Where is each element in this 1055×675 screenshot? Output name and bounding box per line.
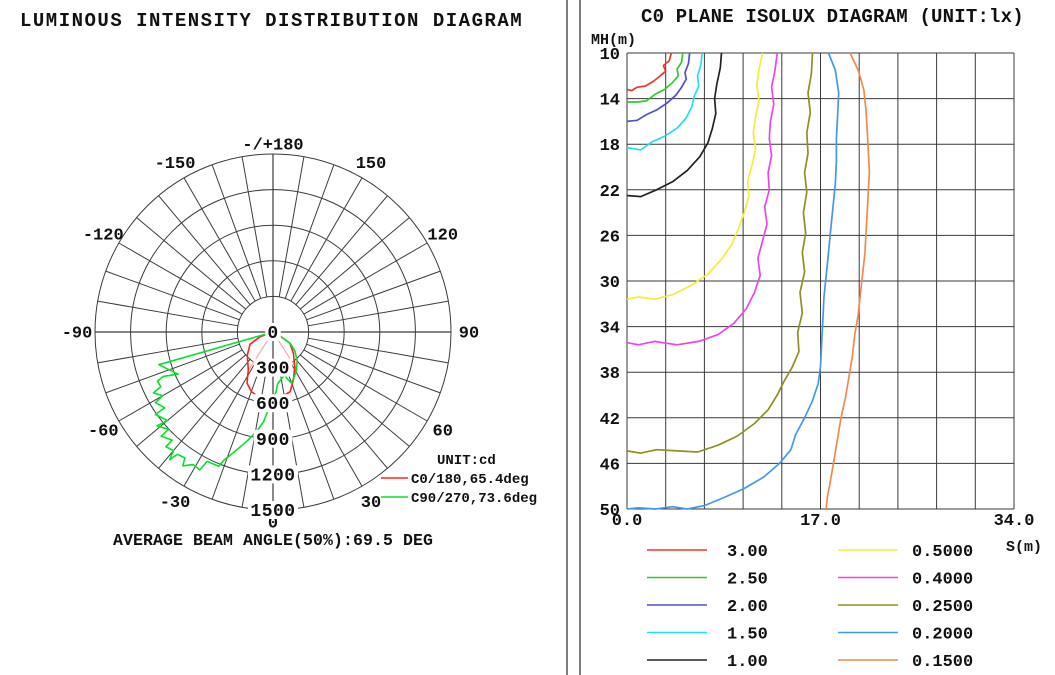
isolux-legend-label: 0.2000 xyxy=(912,626,973,645)
polar-spoke xyxy=(307,337,449,364)
polar-spoke xyxy=(299,354,410,447)
polar-angle-label: 30 xyxy=(361,494,381,513)
polar-radial-label-bg xyxy=(265,323,281,341)
polar-angle-label: -60 xyxy=(88,423,119,442)
isolux-xtick-label: 17.0 xyxy=(800,512,841,531)
polar-spoke xyxy=(284,164,335,299)
polar-spoke xyxy=(211,365,262,500)
polar-radial-label: 0 xyxy=(267,324,278,344)
polar-spoke xyxy=(136,217,247,310)
isolux-yaxis-title: MH(m) xyxy=(591,32,636,49)
polar-spoke xyxy=(97,300,239,327)
polar-spoke xyxy=(299,217,410,310)
polar-legend-label: C0/180,65.4deg xyxy=(411,472,529,488)
polar-angle-label: 90 xyxy=(459,325,479,344)
isolux-contour-0.4000 xyxy=(626,52,779,346)
polar-radial-label: 900 xyxy=(256,431,290,451)
polar-spoke xyxy=(97,337,239,364)
isolux-contour-0.2000 xyxy=(626,52,840,510)
isolux-legend-label: 0.5000 xyxy=(912,543,973,562)
polar-spoke xyxy=(306,343,441,394)
polar-spoke xyxy=(284,365,335,500)
isolux-contour-2.50 xyxy=(627,52,684,103)
polar-angle-label: -30 xyxy=(160,494,191,513)
polar-radial-label-bg xyxy=(253,429,293,448)
average-beam-angle-caption: AVERAGE BEAM ANGLE(50%):69.5 DEG xyxy=(113,531,434,550)
polar-angle-label: 120 xyxy=(427,227,458,246)
polar-spoke xyxy=(306,270,441,321)
isolux-ytick-label: 14 xyxy=(600,92,620,111)
isolux-legend-label: 2.50 xyxy=(727,571,768,590)
polar-spoke xyxy=(290,177,363,302)
polar-legend-label: C90/270,73.6deg xyxy=(411,491,537,507)
isolux-contour-0.5000 xyxy=(626,52,764,301)
isolux-ytick-label: 42 xyxy=(600,411,620,430)
isolux-xtick-label: 0.0 xyxy=(612,512,643,531)
polar-chart-title: LUMINOUS INTENSITY DISTRIBUTION DIAGRAM xyxy=(20,10,524,32)
polar-spoke xyxy=(183,362,256,487)
polar-radial-label-bg xyxy=(248,501,298,519)
isolux-legend-label: 2.00 xyxy=(727,598,768,617)
polar-radial-label: 600 xyxy=(256,395,290,415)
isolux-ytick-label: 46 xyxy=(600,456,620,475)
isolux-legend-label: 0.2500 xyxy=(912,598,973,617)
polar-spoke xyxy=(278,156,305,298)
polar-spoke xyxy=(303,242,428,315)
polar-angle-label: -/+180 xyxy=(242,137,303,156)
polar-radial-label-bg xyxy=(253,358,293,377)
polar-spoke xyxy=(105,343,240,394)
isolux-legend-label: 1.50 xyxy=(727,626,768,645)
polar-spoke xyxy=(295,195,388,306)
isolux-contour-1.50 xyxy=(626,52,703,151)
isolux-contour-1.00 xyxy=(626,52,723,198)
isolux-contour-0.2500 xyxy=(626,52,814,454)
isolux-chart-title: C0 PLANE ISOLUX DIAGRAM (UNIT:lx) xyxy=(641,6,1024,28)
polar-spoke xyxy=(295,358,388,469)
panel-divider xyxy=(566,0,581,675)
polar-angle-label: -120 xyxy=(83,227,124,246)
isolux-xaxis-title: S(m) xyxy=(1006,539,1042,556)
isolux-ytick-label: 18 xyxy=(600,137,620,156)
polar-radial-label-bg xyxy=(248,465,298,484)
polar-spoke xyxy=(158,195,251,306)
isolux-ytick-label: 26 xyxy=(600,228,620,247)
isolux-contour-3.00 xyxy=(626,52,673,92)
polar-legend-title: UNIT:cd xyxy=(437,453,496,469)
polar-radial-label-bg xyxy=(253,394,293,413)
polar-spoke xyxy=(183,177,256,302)
isolux-legend-label: 3.00 xyxy=(727,543,768,562)
polar-angle-label: -90 xyxy=(62,325,93,344)
polar-spoke xyxy=(118,349,243,422)
polar-spoke xyxy=(307,300,449,327)
isolux-legend-label: 0.4000 xyxy=(912,571,973,590)
polar-spoke xyxy=(118,242,243,315)
isolux-ytick-label: 50 xyxy=(600,502,620,521)
polar-spoke xyxy=(290,362,363,487)
isolux-xtick-label: 34.0 xyxy=(994,512,1035,531)
isolux-contour-2.00 xyxy=(626,52,691,123)
isolux-ytick-label: 34 xyxy=(600,320,620,339)
polar-angle-label: 60 xyxy=(433,423,453,442)
polar-angle-label: 0 xyxy=(268,515,278,534)
polar-curve-1 xyxy=(152,331,298,471)
polar-spoke xyxy=(303,349,428,422)
isolux-ytick-label: 30 xyxy=(600,274,620,293)
polar-angle-label: 150 xyxy=(356,155,387,174)
polar-radial-label: 300 xyxy=(256,360,290,380)
isolux-legend-label: 0.1500 xyxy=(912,653,973,672)
isolux-ytick-label: 22 xyxy=(600,183,620,202)
isolux-legend-label: 1.00 xyxy=(727,653,768,672)
polar-spoke xyxy=(241,156,268,298)
polar-spoke xyxy=(211,164,262,299)
isolux-ytick-label: 10 xyxy=(600,46,620,65)
polar-radial-label: 1200 xyxy=(250,466,295,486)
polar-spoke xyxy=(105,270,240,321)
polar-spoke xyxy=(136,354,247,447)
isolux-ytick-label: 38 xyxy=(600,365,620,384)
polar-radial-label: 1500 xyxy=(250,502,295,522)
polar-angle-label: -150 xyxy=(155,155,196,174)
isolux-contour-0.1500 xyxy=(825,52,871,510)
